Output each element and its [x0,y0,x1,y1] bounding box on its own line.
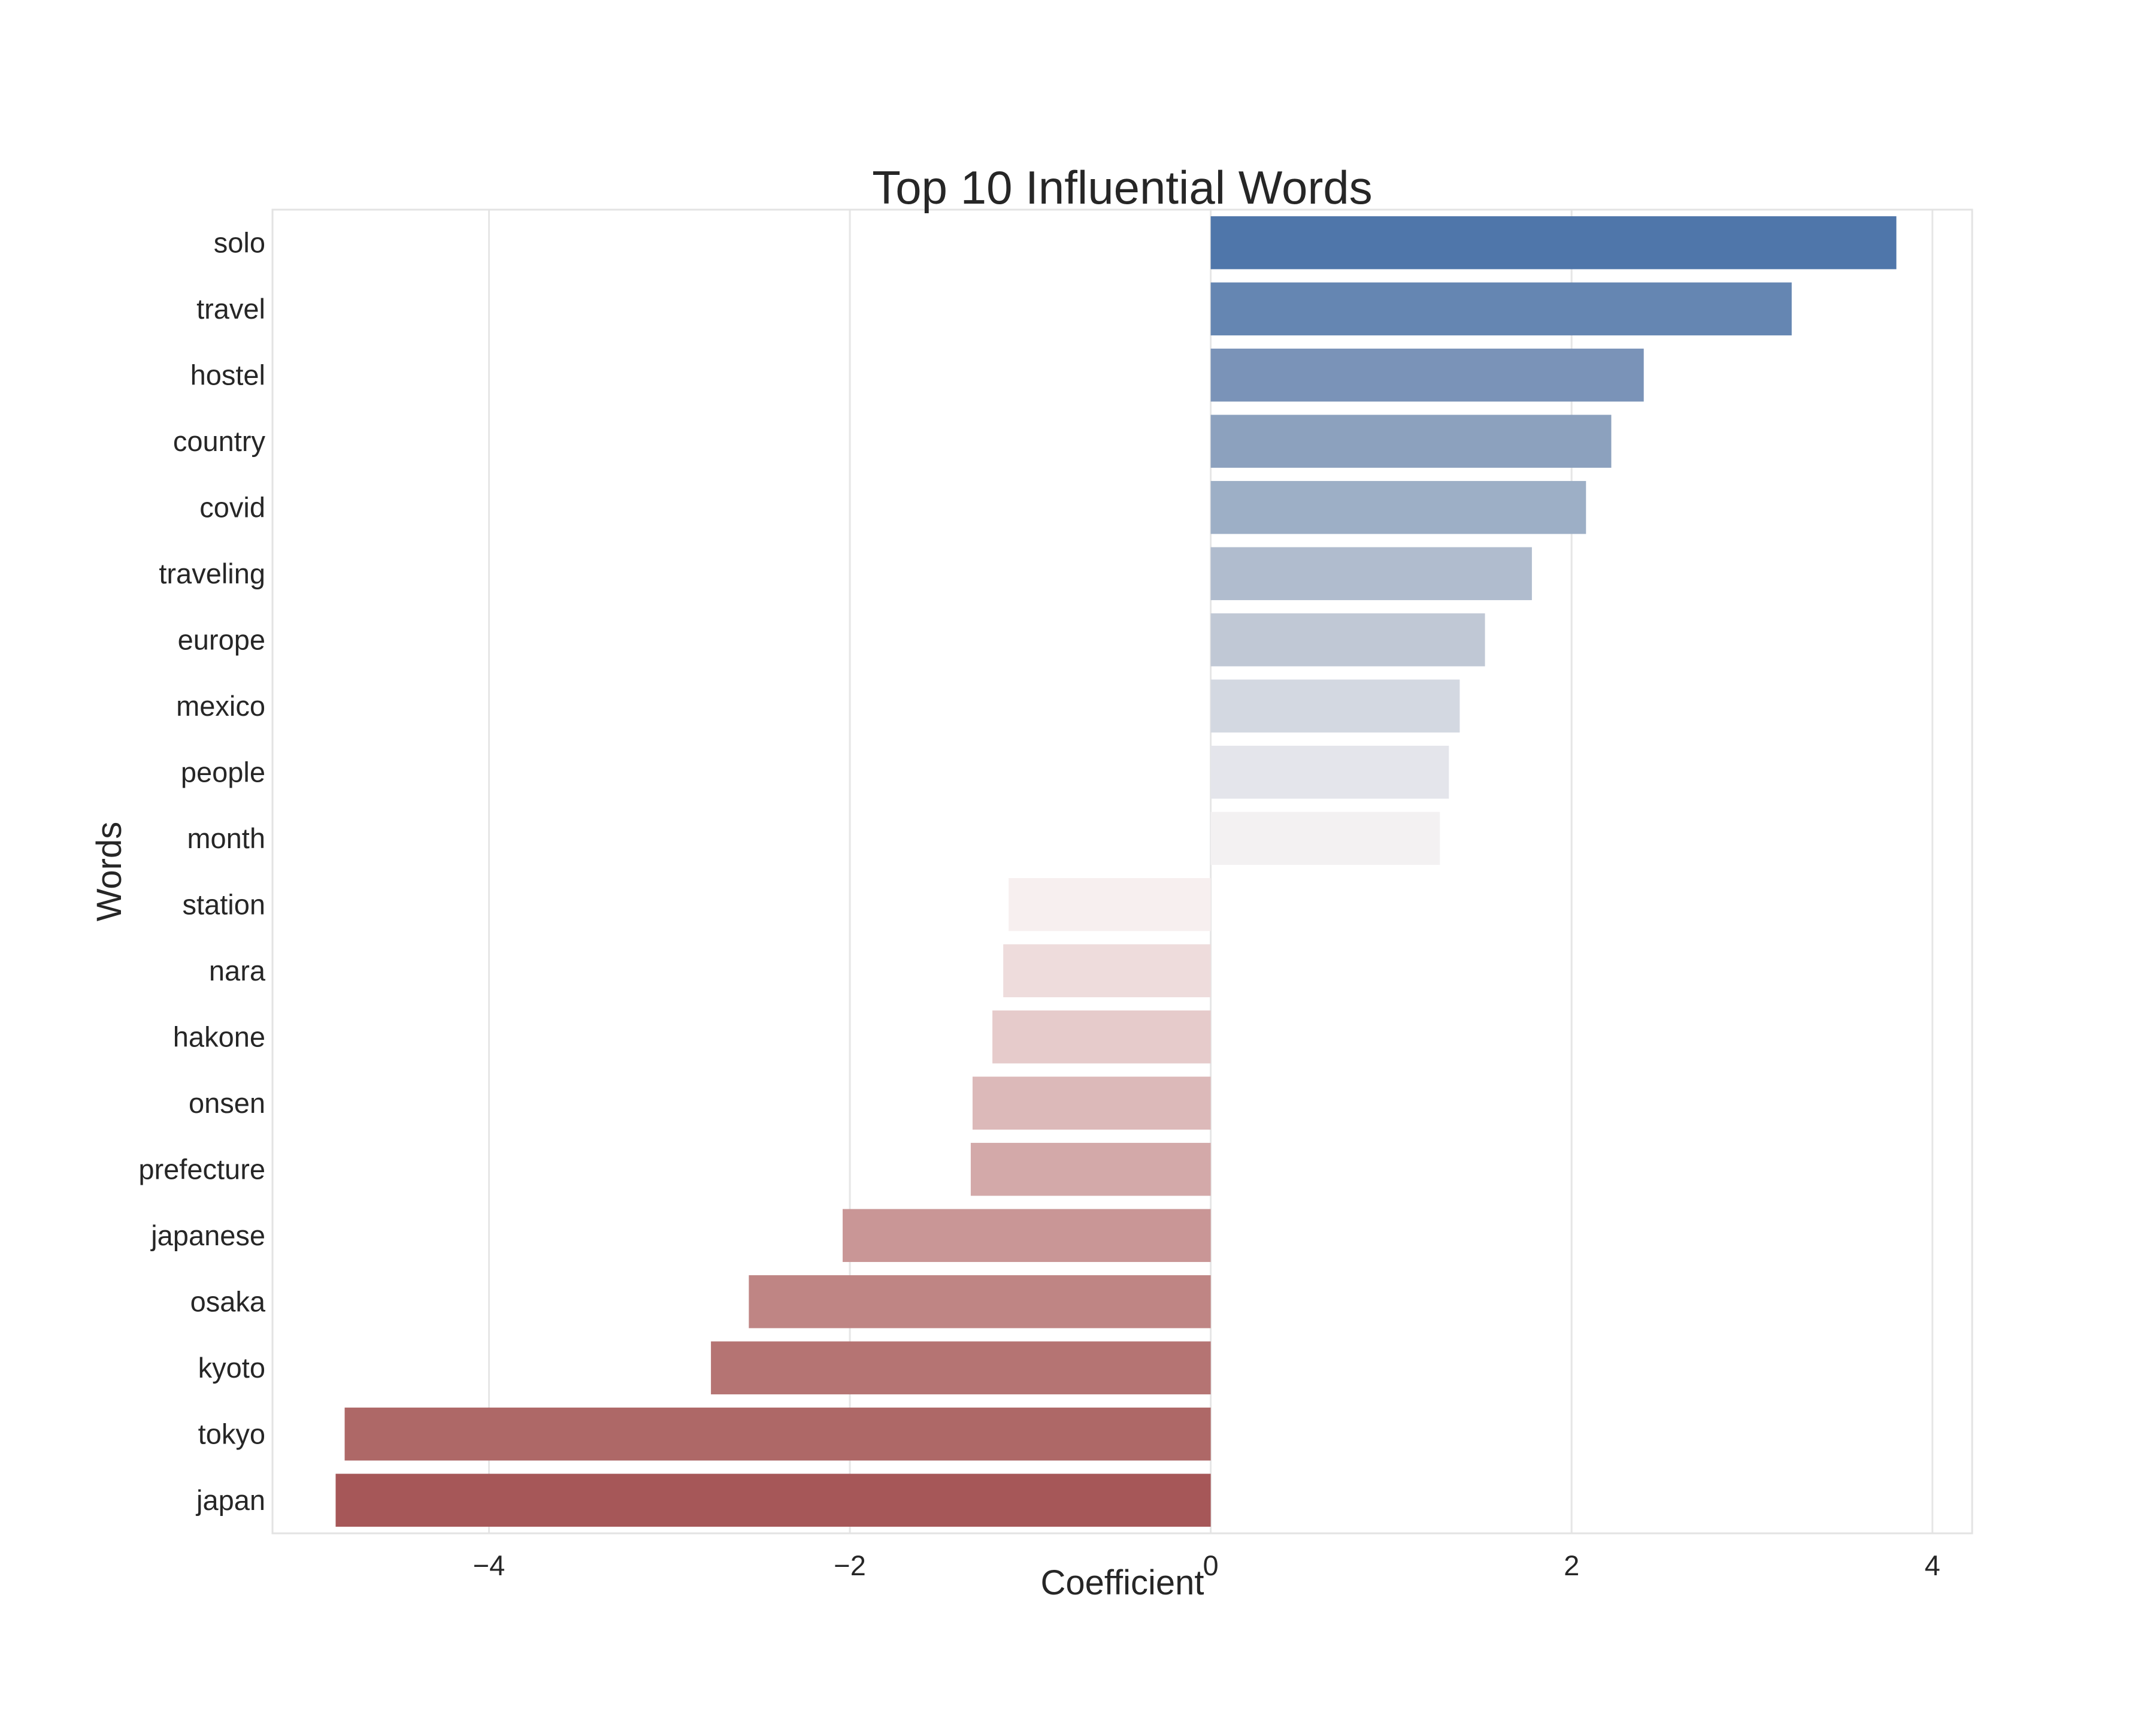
bar-prefecture [970,1143,1211,1196]
bar-onsen [972,1076,1211,1130]
bar-japan [335,1473,1211,1527]
y-tick-label: solo [214,226,265,258]
bar-country [1210,414,1612,468]
y-tick-label: japan [195,1484,265,1516]
y-tick-label: kyoto [198,1352,265,1384]
y-tick-label: hostel [190,359,265,391]
bar-traveling [1210,547,1532,600]
y-tick-label: month [187,822,265,854]
bar-nara [1003,944,1211,997]
bars [335,216,1897,1527]
bar-japanese [843,1209,1211,1262]
bar-osaka [749,1275,1211,1328]
y-tick-label: traveling [159,558,265,589]
y-tick-label: nara [209,955,266,986]
y-tick-label: country [173,425,266,457]
y-tick-label: station [183,888,265,920]
x-tick-label: 2 [1564,1550,1579,1581]
x-tick-label: 0 [1203,1550,1219,1581]
bar-mexico [1210,679,1460,733]
plot-frame [271,208,1973,1535]
bar-hostel [1210,349,1644,402]
x-tick-label: −4 [473,1550,505,1581]
x-axis-label: Coefficient [1041,1563,1204,1602]
bar-tokyo [344,1408,1211,1461]
bar-covid [1210,481,1586,534]
bar-month [1210,812,1440,865]
x-tick-labels: −4 −2 0 2 4 [473,1550,1940,1581]
y-tick-label: onsen [189,1087,265,1119]
y-tick-label: hakone [173,1021,265,1052]
x-tick-label: −2 [834,1550,866,1581]
y-tick-label: tokyo [198,1418,265,1449]
bar-travel [1210,282,1792,335]
bar-station [1009,878,1211,931]
y-tick-label: mexico [176,690,265,722]
y-tick-label: japanese [150,1219,265,1251]
bar-europe [1210,613,1485,667]
y-tick-label: people [181,756,265,788]
y-tick-label: prefecture [138,1153,265,1185]
y-tick-labels: solo travel hostel country covid traveling eur… [138,226,265,1516]
y-axis-label: Words [90,822,129,922]
y-tick-label: osaka [190,1285,266,1317]
bar-hakone [992,1010,1211,1064]
bar-solo [1210,216,1897,270]
chart-title: Top 10 Influential Words [872,161,1372,214]
y-tick-label: europe [178,624,265,655]
x-tick-label: 4 [1925,1550,1940,1581]
y-tick-label: covid [199,491,265,523]
bar-kyoto [711,1341,1211,1394]
y-tick-label: travel [196,293,265,325]
bar-people [1210,746,1449,799]
